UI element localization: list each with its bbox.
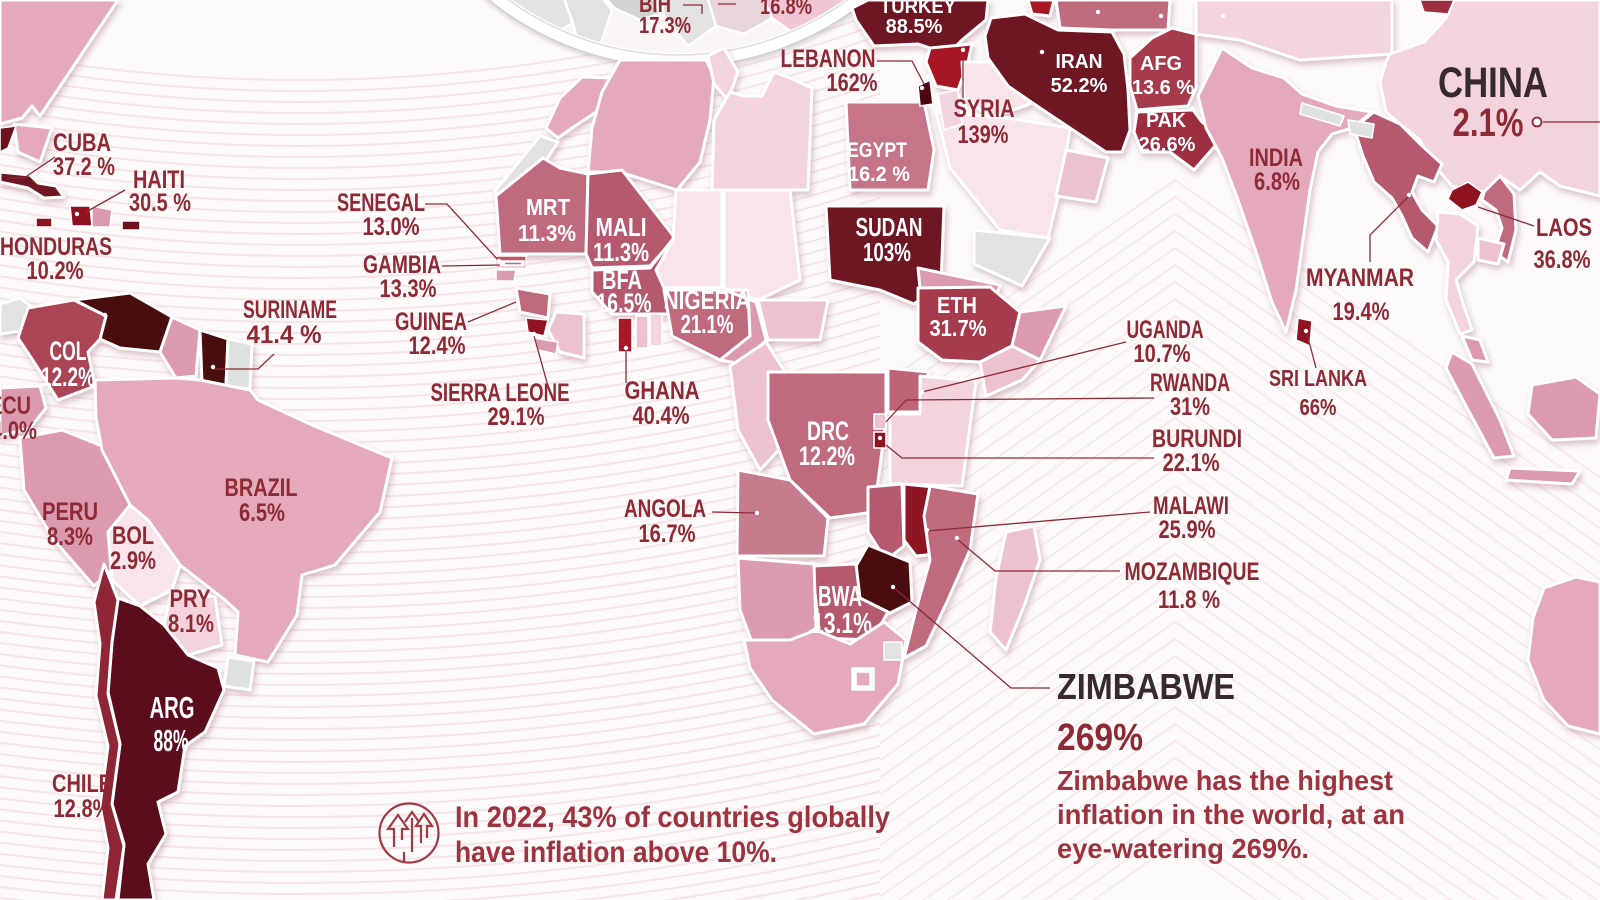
svg-text:41.4 %: 41.4 % — [247, 321, 322, 349]
svg-text:HONDURAS: HONDURAS — [0, 233, 112, 261]
svg-text:LAOS: LAOS — [1536, 214, 1592, 242]
svg-text:19.4%: 19.4% — [1333, 298, 1390, 326]
svg-text:UGANDA: UGANDA — [1127, 316, 1204, 344]
svg-text:BRAZIL: BRAZIL — [225, 474, 298, 502]
svg-text:INDIA: INDIA — [1249, 144, 1303, 172]
svg-text:162%: 162% — [827, 69, 878, 97]
svg-text:SYRIA: SYRIA — [954, 95, 1015, 123]
svg-text:BIH: BIH — [639, 0, 671, 17]
svg-text:4.0%: 4.0% — [0, 417, 37, 445]
svg-text:In 2022, 43% of countries glob: In 2022, 43% of countries globally — [455, 801, 890, 834]
svg-text:13.0%: 13.0% — [363, 213, 420, 241]
svg-text:12.2%: 12.2% — [41, 362, 95, 392]
svg-text:NIGERIA: NIGERIA — [664, 285, 751, 315]
svg-text:ZIMBABWE: ZIMBABWE — [1057, 666, 1235, 707]
svg-text:DRC: DRC — [807, 416, 849, 446]
svg-text:269%: 269% — [1057, 717, 1143, 759]
svg-text:6.8%: 6.8% — [1254, 168, 1300, 196]
svg-text:SUDAN: SUDAN — [856, 212, 923, 242]
svg-text:16.8%: 16.8% — [760, 0, 812, 19]
svg-text:GUINEA: GUINEA — [395, 308, 467, 336]
svg-text:PRY: PRY — [170, 585, 211, 613]
svg-text:MOZAMBIQUE: MOZAMBIQUE — [1125, 558, 1260, 586]
svg-text:88%: 88% — [154, 723, 189, 758]
svg-text:SURINAME: SURINAME — [243, 296, 337, 324]
svg-text:CUBA: CUBA — [53, 129, 111, 157]
svg-text:31%: 31% — [1170, 393, 1210, 421]
svg-text:ANGOLA: ANGOLA — [624, 495, 706, 523]
svg-text:13.1%: 13.1% — [812, 608, 872, 640]
svg-text:ETH: ETH — [937, 292, 977, 318]
svg-text:10.2%: 10.2% — [27, 257, 84, 285]
svg-text:COL: COL — [50, 336, 87, 366]
svg-text:BURUNDI: BURUNDI — [1152, 425, 1242, 453]
svg-text:13.6 %: 13.6 % — [1132, 77, 1194, 99]
svg-text:21.1%: 21.1% — [681, 309, 734, 339]
svg-text:31.7%: 31.7% — [930, 315, 987, 341]
svg-text:Zimbabwe has the highest: Zimbabwe has the highest — [1057, 765, 1393, 796]
svg-text:40.4%: 40.4% — [633, 402, 690, 430]
svg-text:BFA: BFA — [602, 265, 642, 295]
svg-text:11.8 %: 11.8 % — [1158, 586, 1220, 614]
svg-text:6.5%: 6.5% — [239, 499, 285, 527]
svg-text:GAMBIA: GAMBIA — [363, 251, 441, 279]
svg-text:66%: 66% — [1300, 394, 1337, 420]
svg-text:2.9%: 2.9% — [110, 547, 156, 575]
svg-text:8.3%: 8.3% — [47, 523, 93, 551]
svg-text:16.2 %: 16.2 % — [848, 163, 910, 186]
svg-text:have inflation above 10%.: have inflation above 10%. — [455, 836, 777, 869]
svg-text:GHANA: GHANA — [625, 377, 700, 405]
svg-text:inflation in the world, at an: inflation in the world, at an — [1057, 799, 1405, 830]
svg-text:MRT: MRT — [526, 194, 570, 220]
svg-text:22.1%: 22.1% — [1163, 449, 1220, 477]
svg-text:25.9%: 25.9% — [1159, 516, 1216, 544]
svg-text:PAK: PAK — [1146, 110, 1187, 132]
svg-text:MALI: MALI — [596, 212, 647, 242]
svg-text:PERU: PERU — [42, 498, 98, 526]
svg-text:BOL: BOL — [112, 522, 154, 550]
svg-text:29.1%: 29.1% — [488, 403, 545, 431]
svg-text:12.8%: 12.8% — [54, 795, 111, 823]
svg-text:EGYPT: EGYPT — [847, 139, 907, 162]
svg-text:CHILE: CHILE — [52, 770, 112, 798]
svg-text:52.2%: 52.2% — [1051, 75, 1108, 97]
svg-text:RWANDA: RWANDA — [1150, 369, 1230, 397]
svg-text:MALAWI: MALAWI — [1153, 492, 1229, 520]
svg-text:SENEGAL: SENEGAL — [337, 189, 425, 217]
svg-text:SRI LANKA: SRI LANKA — [1269, 365, 1367, 391]
svg-text:88.5%: 88.5% — [886, 16, 943, 38]
svg-text:TURKEY: TURKEY — [880, 0, 957, 18]
svg-text:BWA: BWA — [818, 581, 862, 613]
svg-text:11.3%: 11.3% — [518, 220, 576, 246]
svg-text:SIERRA LEONE: SIERRA LEONE — [431, 379, 570, 407]
svg-text:26.6%: 26.6% — [1139, 134, 1196, 156]
svg-text:LEBANON: LEBANON — [781, 45, 876, 73]
svg-text:2.1%: 2.1% — [1453, 101, 1524, 145]
svg-text:17.3%: 17.3% — [639, 12, 691, 38]
svg-text:AFG: AFG — [1140, 53, 1182, 75]
svg-text:30.5 %: 30.5 % — [129, 189, 191, 217]
svg-text:36.8%: 36.8% — [1534, 246, 1591, 274]
svg-text:IRAN: IRAN — [1056, 51, 1103, 73]
svg-text:13.3%: 13.3% — [380, 275, 437, 303]
svg-text:12.4%: 12.4% — [409, 332, 466, 360]
svg-text:10.7%: 10.7% — [1134, 340, 1191, 368]
svg-text:16.7%: 16.7% — [639, 520, 696, 548]
svg-text:MYANMAR: MYANMAR — [1306, 264, 1414, 292]
svg-text:CHINA: CHINA — [1438, 59, 1548, 107]
svg-text:8.1%: 8.1% — [168, 610, 214, 638]
svg-text:103%: 103% — [863, 237, 911, 267]
svg-text:12.2%: 12.2% — [799, 441, 855, 471]
svg-text:37.2 %: 37.2 % — [53, 153, 115, 181]
svg-text:139%: 139% — [958, 121, 1009, 149]
svg-text:eye-watering 269%.: eye-watering 269%. — [1057, 833, 1309, 864]
svg-text:HAITI: HAITI — [133, 166, 185, 194]
svg-text:16.5%: 16.5% — [597, 288, 652, 318]
svg-text:ARG: ARG — [150, 690, 195, 725]
svg-text:ECU: ECU — [0, 392, 31, 420]
svg-text:11.3%: 11.3% — [593, 237, 649, 267]
